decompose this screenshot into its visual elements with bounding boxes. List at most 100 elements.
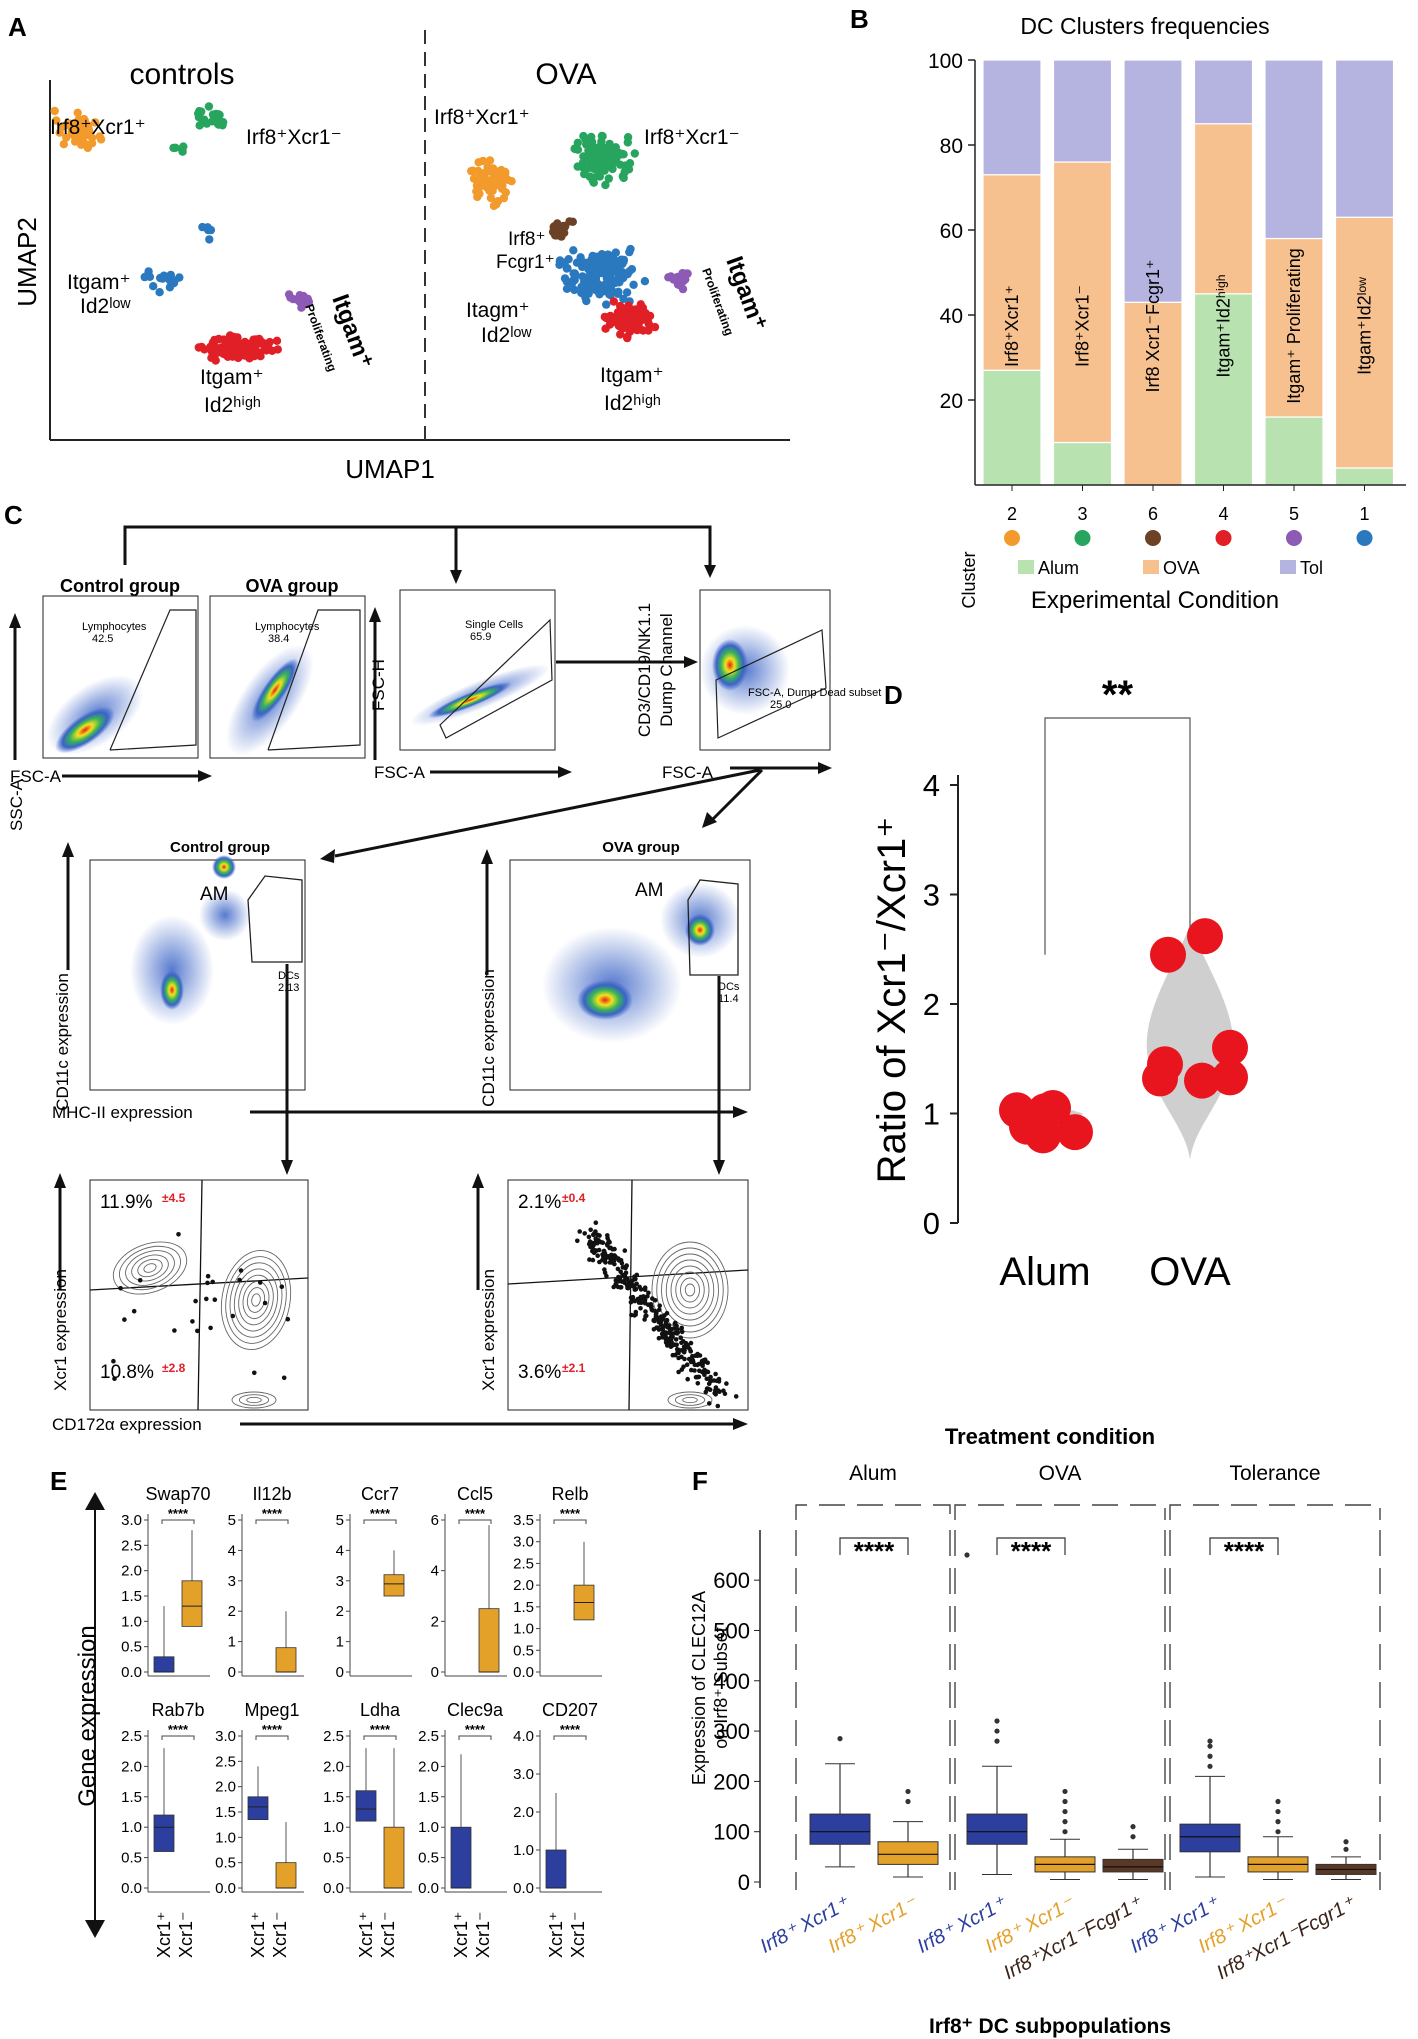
- data-point-ova: [1212, 1059, 1248, 1096]
- clec-box: [966, 1813, 1028, 1845]
- gene-y-tick-label: 5: [336, 1512, 344, 1529]
- contour-ring: [131, 1254, 169, 1282]
- event-dot: [603, 1260, 608, 1265]
- umap-point: [622, 288, 632, 297]
- umap-point: [273, 345, 282, 354]
- gene-name: Relb: [551, 1484, 588, 1504]
- density-core-ova: [251, 658, 299, 722]
- gene-y-tick-label: 1.0: [121, 1819, 142, 1836]
- umap-dots: [50, 102, 692, 365]
- event-dot: [624, 1263, 629, 1268]
- gene-name: Clec9a: [447, 1700, 504, 1720]
- bar-segment-ova: [1264, 237, 1324, 418]
- event-dot: [673, 1337, 679, 1342]
- umap-point: [600, 280, 610, 289]
- ctrl-label-itgam-high-2: Id2ʰⁱᵍʰ: [204, 394, 261, 417]
- event-dot: [685, 1344, 690, 1349]
- clec-outlier: [905, 1798, 911, 1805]
- data-point-ova: [1187, 918, 1223, 955]
- event-dot: [713, 1371, 718, 1377]
- event-dot: [600, 1252, 605, 1257]
- gene-y-tick-label: 6: [431, 1512, 439, 1529]
- gate-ctrl-lymph-value: 42.5: [92, 633, 113, 645]
- gene-sig-bracket: [553, 1735, 587, 1740]
- clec-outlier: [1130, 1824, 1136, 1830]
- umap-point: [604, 174, 613, 183]
- umap-point: [560, 274, 570, 283]
- data-point-alum: [1025, 1117, 1061, 1154]
- umap-point: [618, 258, 628, 267]
- umap-point: [205, 235, 214, 244]
- flow-plot-ctrl-mhc: AM DCs 2.13: [89, 855, 306, 1091]
- umap-point: [474, 168, 484, 177]
- umap-point: [195, 121, 204, 130]
- gene-y-tick-label: 0: [336, 1664, 344, 1681]
- event-dot: [642, 1300, 648, 1306]
- event-dot: [205, 1273, 211, 1279]
- gene-y-tick-label: 0.0: [418, 1880, 439, 1897]
- event-dot: [281, 1375, 287, 1381]
- event-dot: [577, 1229, 582, 1234]
- gene-axis-label: Gene expression: [74, 1625, 101, 1806]
- event-dot: [613, 1278, 619, 1283]
- gene-y-tick-label: 2.0: [323, 1758, 344, 1775]
- umap-point: [620, 168, 629, 177]
- event-dot: [702, 1357, 708, 1362]
- umap-point: [206, 225, 216, 235]
- event-dot: [285, 1316, 291, 1322]
- event-dot: [252, 1370, 257, 1376]
- xcr1-arrowhead-ova: [472, 1173, 484, 1188]
- umap-point: [79, 114, 89, 124]
- contour-ring: [125, 1250, 175, 1286]
- clec-outlier: [1062, 1798, 1068, 1805]
- umap-point: [77, 130, 87, 140]
- bar-legend: Alum OVA Tol: [1018, 558, 1323, 578]
- group-frame-top: [1169, 1504, 1381, 1520]
- gene-box: [383, 1574, 405, 1597]
- bar-segment-ova: [1334, 216, 1395, 469]
- umap-point: [217, 343, 226, 352]
- umap-point: [590, 173, 599, 182]
- event-dot: [137, 1278, 143, 1283]
- clec-outlier: [1062, 1788, 1068, 1795]
- density-core-ctrl-mhc-1: [160, 970, 184, 1010]
- flow-plot-ova-xcr1: 2.1% ±0.4 3.6% ±2.1: [507, 1179, 749, 1411]
- legend-tol-swatch: [1280, 560, 1296, 574]
- gene-y-tick-label: 3.5: [513, 1512, 534, 1529]
- umap-point: [286, 293, 295, 302]
- gene-sig-stars: ****: [560, 1722, 581, 1737]
- gene-y-tick-label: 3.0: [121, 1512, 142, 1529]
- umap-point: [206, 343, 215, 352]
- clec-outlier: [1343, 1839, 1349, 1845]
- umap-point: [601, 180, 610, 190]
- clec-sig-stars: ****: [1011, 1536, 1052, 1566]
- gene-x-label-pos: Xcr1⁺: [154, 1911, 174, 1958]
- umap-point: [618, 324, 627, 333]
- umap-point: [582, 296, 591, 306]
- umap-point: [486, 193, 496, 203]
- clec-y-tick-label: 600: [713, 1568, 750, 1593]
- gene-y-tick-label: 1.0: [418, 1819, 439, 1836]
- ctrl-group-title-2: Control group: [170, 839, 270, 856]
- gene-sig-bracket: [363, 1519, 397, 1524]
- clec-outlier: [994, 1728, 1000, 1734]
- contour-ring: [238, 1394, 270, 1406]
- clec-box: [809, 1813, 871, 1845]
- gene-y-tick-label: 4: [336, 1542, 344, 1559]
- umap-point: [601, 144, 610, 153]
- umap-point: [589, 164, 598, 173]
- event-dot: [664, 1323, 669, 1328]
- event-dot: [208, 1325, 213, 1331]
- umap-point: [630, 322, 639, 331]
- event-dot: [620, 1265, 626, 1270]
- ssc-a-label: SSC-A: [7, 778, 26, 831]
- arrow-to-ctrl-mhc: [334, 768, 761, 858]
- umap-point: [255, 349, 265, 359]
- density-core-single: [428, 681, 512, 719]
- event-dot: [111, 1358, 116, 1364]
- event-dot: [637, 1284, 642, 1290]
- umap-point: [251, 335, 261, 344]
- umap-point: [630, 309, 640, 318]
- gene-sig-stars: ****: [168, 1506, 189, 1521]
- event-dot: [238, 1268, 244, 1273]
